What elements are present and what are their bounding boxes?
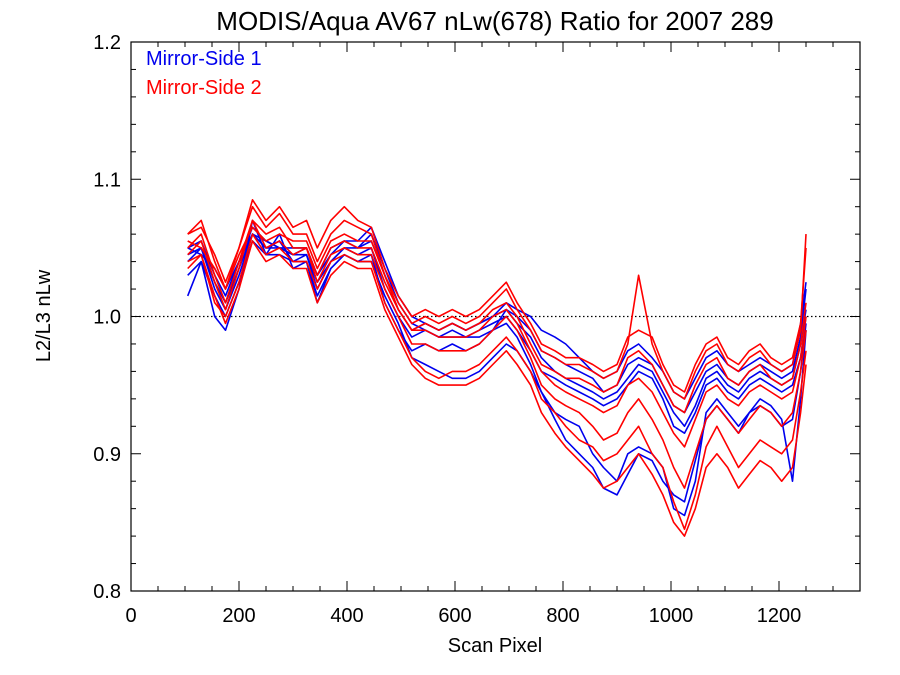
series-2-line-1 xyxy=(187,219,807,414)
x-tick-label: 200 xyxy=(222,605,255,627)
series-2 xyxy=(187,199,807,537)
y-tick-label: 0.8 xyxy=(93,581,121,603)
x-tick-label: 1000 xyxy=(649,605,694,627)
series-layer xyxy=(186,199,807,537)
tick-label-layer: 0 200 400 600 800 1000 1200 0.8 0.9 1.0 1.1 1.2 xyxy=(93,32,801,627)
chart-title: MODIS/Aqua AV67 nLw(678) Ratio for 2007 … xyxy=(216,6,773,36)
series-2-line-3 xyxy=(187,233,807,531)
legend-label-mirror-side-2: Mirror-Side 2 xyxy=(146,77,262,99)
series-2-line-5 xyxy=(187,219,807,489)
series-1-line-3 xyxy=(186,219,807,517)
y-tick-label: 1.1 xyxy=(93,169,121,191)
legend-label-mirror-side-1: Mirror-Side 1 xyxy=(146,48,262,70)
series-2-line-2 xyxy=(187,205,807,400)
series-1-line-5 xyxy=(187,240,807,503)
series-1-line-4 xyxy=(187,233,807,414)
y-tick-label: 0.9 xyxy=(93,444,121,466)
series-1 xyxy=(186,219,807,517)
legend: Mirror-Side 1 Mirror-Side 2 xyxy=(146,48,262,99)
series-2-line-4 xyxy=(187,226,807,448)
x-tick-label: 800 xyxy=(546,605,579,627)
series-1-line-1 xyxy=(187,233,807,435)
tick-layer xyxy=(130,41,860,592)
x-tick-label: 400 xyxy=(330,605,363,627)
x-tick-label: 0 xyxy=(125,605,136,627)
series-2-line-6 xyxy=(187,199,807,393)
x-tick-label: 600 xyxy=(438,605,471,627)
y-tick-label: 1.0 xyxy=(93,307,121,329)
series-2-line-7 xyxy=(187,240,807,537)
y-axis-label: L2/L3 nLw xyxy=(33,269,55,362)
y-tick-label: 1.2 xyxy=(93,32,121,54)
x-axis-label: Scan Pixel xyxy=(448,635,543,657)
x-tick-label: 1200 xyxy=(757,605,802,627)
